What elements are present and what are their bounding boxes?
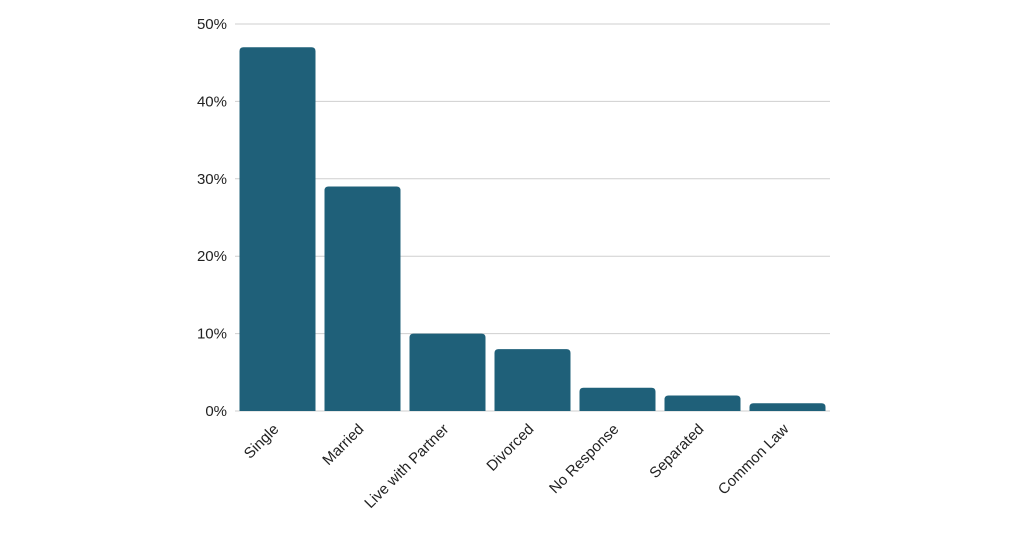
bar	[324, 186, 401, 411]
x-category-label: Married	[319, 421, 367, 469]
y-tick-label: 10%	[197, 326, 227, 343]
x-category-label: Separated	[646, 421, 707, 482]
y-tick-label: 50%	[197, 16, 227, 33]
y-tick-label: 0%	[205, 403, 227, 420]
bar	[664, 395, 741, 411]
x-category-label: No Response	[546, 421, 622, 497]
y-tick-label: 40%	[197, 93, 227, 110]
bars	[239, 47, 826, 411]
bar	[494, 349, 571, 411]
y-tick-label: 30%	[197, 171, 227, 188]
bar	[409, 333, 486, 411]
bar	[749, 403, 826, 411]
x-category-label: Common Law	[715, 421, 793, 499]
x-category-label: Single	[241, 421, 283, 463]
x-category-label: Live with Partner	[361, 421, 452, 512]
bar	[239, 47, 316, 411]
x-category-label: Divorced	[483, 421, 537, 475]
bar	[579, 387, 656, 411]
y-axis-ticks: 0% 10% 20% 30% 40% 50%	[197, 16, 227, 420]
y-tick-label: 20%	[197, 248, 227, 265]
